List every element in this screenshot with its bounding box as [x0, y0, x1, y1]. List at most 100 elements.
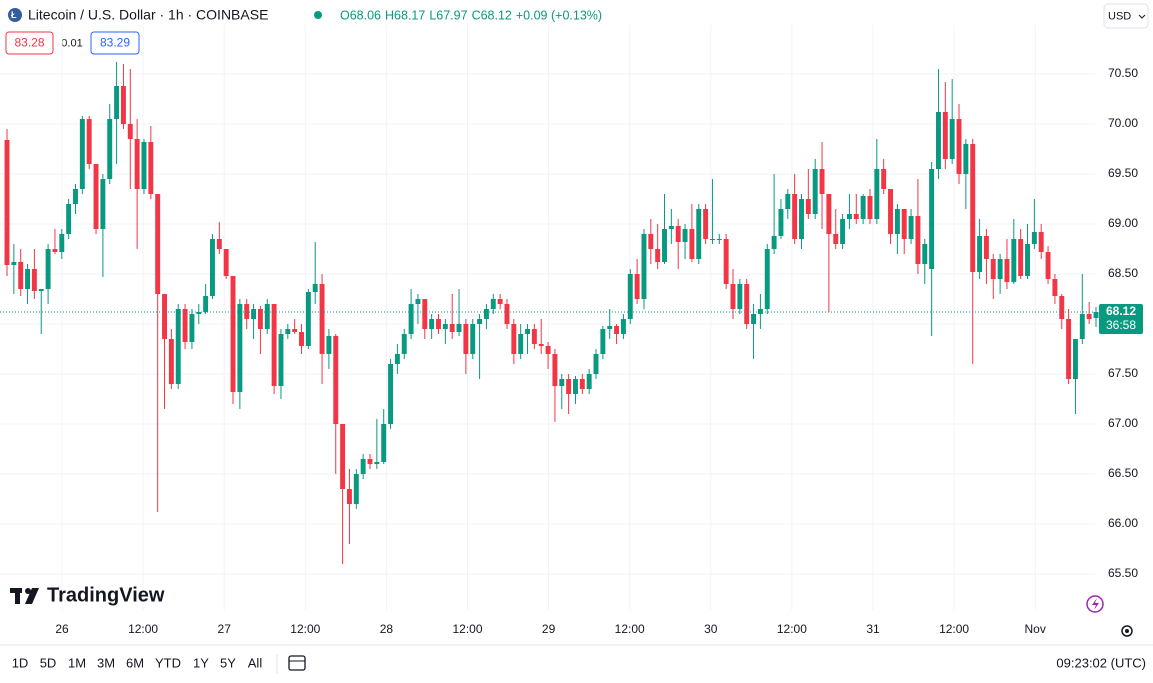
range-button[interactable]: YTD	[155, 655, 181, 670]
logo: TradingView	[10, 584, 165, 606]
alert-icon[interactable]	[1086, 595, 1104, 613]
candle-body	[593, 354, 599, 374]
x-tick-label: 28	[380, 622, 394, 636]
candle-body	[531, 329, 537, 344]
candle-body	[257, 309, 263, 329]
candle-body	[1079, 314, 1085, 339]
candle-body	[394, 354, 400, 364]
candle-body	[477, 319, 483, 324]
candle-body	[333, 336, 339, 424]
range-button[interactable]: 6M	[126, 655, 144, 670]
candle-body	[627, 274, 633, 319]
candle-body	[703, 209, 709, 239]
ohlc-legend: O68.06 H68.17 L67.97 C68.12 +0.09 (+0.13%)	[340, 8, 602, 22]
candle-body	[1093, 312, 1099, 318]
range-button[interactable]: 3M	[97, 655, 115, 670]
candle-body	[38, 289, 44, 291]
candle-body	[223, 249, 229, 276]
range-button[interactable]: 1M	[68, 655, 86, 670]
candle-body	[107, 119, 113, 179]
date-range-icon[interactable]	[288, 655, 306, 671]
candle-body	[264, 304, 270, 329]
candle-body	[463, 324, 469, 354]
ohlc-value: +0.09 (+0.13%)	[516, 8, 602, 22]
candle-body	[846, 214, 852, 219]
candle-body	[600, 329, 606, 354]
y-tick-label: 69.50	[1108, 166, 1138, 180]
plot-area: 65.5066.0066.5067.0067.5068.0068.5069.00…	[0, 25, 1143, 636]
candle-body	[942, 112, 948, 159]
candle-body	[1018, 239, 1024, 276]
candle-body	[340, 424, 346, 489]
candle-body	[655, 249, 661, 262]
candle-body	[93, 164, 99, 229]
candle-body	[792, 194, 798, 239]
candle-body	[196, 312, 202, 314]
candle-body	[579, 379, 585, 389]
candle-body	[607, 326, 613, 329]
candle-body	[203, 296, 209, 312]
candle-body	[312, 284, 318, 292]
candle-body	[648, 234, 654, 249]
x-tick-label: 12:00	[452, 622, 482, 636]
ohlc-value: O68.06	[340, 8, 381, 22]
range-button[interactable]: 1Y	[193, 655, 209, 670]
bid-box[interactable]	[5, 31, 54, 55]
candle-body	[1045, 252, 1051, 279]
candle-body	[429, 319, 435, 329]
currency-label: USD	[1108, 10, 1131, 22]
candle-body	[888, 189, 893, 234]
range-button[interactable]: 5D	[40, 655, 57, 670]
settings-glyph	[1125, 629, 1129, 633]
last-price-label: 68.12	[1106, 304, 1136, 318]
candle-body	[956, 119, 962, 174]
candle-body	[853, 214, 859, 219]
candle-body	[573, 379, 578, 394]
market-status	[314, 11, 322, 19]
candle-body	[271, 304, 277, 386]
logo-mark	[15, 588, 20, 604]
candle-body	[18, 262, 24, 289]
candle-body	[881, 169, 887, 189]
candle-body	[483, 309, 489, 319]
candle-body	[456, 324, 462, 332]
candle-body	[867, 196, 873, 219]
spread: 0.01	[61, 37, 82, 49]
candle-body	[422, 299, 428, 329]
ask-box[interactable]	[90, 31, 140, 55]
candle-body	[586, 374, 592, 389]
range-button[interactable]: 5Y	[220, 655, 236, 670]
candle-body	[353, 474, 359, 504]
candle-body	[723, 239, 729, 284]
y-tick-label: 70.50	[1108, 66, 1138, 80]
x-tick-label: 12:00	[290, 622, 320, 636]
x-tick-label: 12:00	[777, 622, 807, 636]
candle-body	[545, 346, 551, 354]
candle-body	[401, 334, 407, 354]
candle-body	[237, 304, 243, 392]
settings-icon[interactable]	[1121, 625, 1133, 637]
range-button[interactable]: 1D	[12, 655, 29, 670]
ohlc-value: L67.97	[429, 8, 467, 22]
x-tick-label: Nov	[1025, 622, 1046, 636]
candle-body	[59, 234, 65, 252]
candle-body	[381, 424, 387, 462]
candle-body	[634, 274, 640, 299]
symbol-title[interactable]: Litecoin / U.S. Dollar · 1h · COINBASE	[28, 7, 268, 23]
candle-body	[833, 234, 839, 244]
candle-body	[525, 329, 530, 334]
currency-button[interactable]	[1103, 3, 1149, 29]
candle-body	[449, 324, 455, 332]
y-tick-label: 68.50	[1108, 266, 1138, 280]
candle-body	[360, 459, 366, 474]
candle-body	[949, 119, 955, 159]
candle-body	[162, 294, 167, 339]
logo-mark	[25, 588, 39, 604]
candle-body	[182, 309, 188, 342]
ask-price: 83.29	[100, 36, 130, 50]
range-button[interactable]: All	[248, 655, 263, 670]
candle-body	[148, 142, 154, 194]
y-tick-label: 65.50	[1108, 566, 1138, 580]
